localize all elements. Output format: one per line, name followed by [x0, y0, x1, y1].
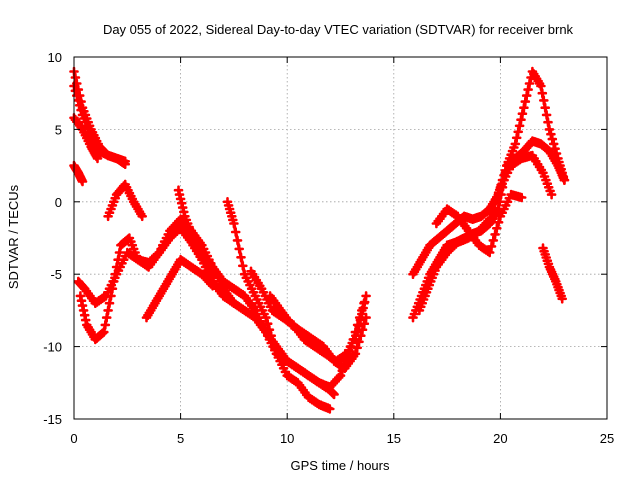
- x-tick-label: 5: [177, 431, 184, 446]
- y-tick-label: -10: [43, 340, 62, 355]
- axes: 0 5 10 15 20 25 -15 -10 -5 0 5 10: [43, 50, 614, 446]
- data-series-line-sat-q: [434, 193, 524, 255]
- chart-title: Day 055 of 2022, Sidereal Day-to-day VTE…: [103, 22, 574, 37]
- data-series-line-sat-g: [106, 182, 144, 218]
- data-series-line-sat-r: [541, 246, 564, 301]
- data-series-line-sat-b: [72, 84, 127, 166]
- y-axis-label: SDTVAR / TECUs: [6, 184, 21, 289]
- plot-frame: [73, 56, 608, 420]
- y-tick-label: 0: [55, 195, 62, 210]
- data-series-line-sat-h: [144, 258, 215, 320]
- x-axis-label: GPS time / hours: [291, 458, 390, 473]
- data-series-line-sat-l: [249, 269, 368, 363]
- data-series-line-sat-p: [417, 153, 554, 312]
- y-tick-label: -15: [43, 412, 62, 427]
- data-series-line-sat-m: [268, 294, 368, 370]
- x-tick-label: 20: [493, 431, 507, 446]
- data-series-sat-p: [414, 150, 557, 316]
- y-tick-label: -5: [50, 267, 62, 282]
- y-tick-label: 10: [48, 50, 62, 65]
- data-series-line-sat-d: [72, 164, 85, 184]
- data-series-line-sat-k: [225, 200, 332, 411]
- x-tick-label: 15: [387, 431, 401, 446]
- x-tick-label: 0: [70, 431, 77, 446]
- data-points: [69, 66, 570, 414]
- data-series-line-sat-c: [72, 116, 100, 160]
- y-tick-label: 5: [55, 122, 62, 137]
- x-tick-label: 25: [600, 431, 614, 446]
- x-tick-label: 10: [280, 431, 294, 446]
